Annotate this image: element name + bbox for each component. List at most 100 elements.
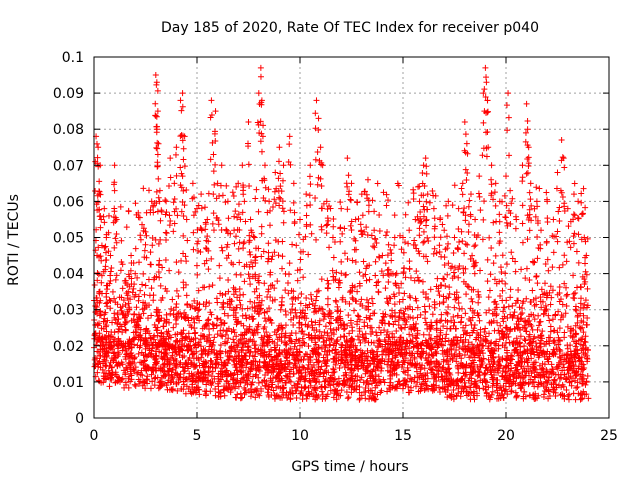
data-point <box>385 320 392 327</box>
data-point <box>258 148 265 155</box>
data-point <box>407 274 414 281</box>
data-point <box>542 280 549 287</box>
data-point <box>471 243 478 250</box>
data-point <box>385 197 392 204</box>
data-point <box>349 294 356 301</box>
data-point <box>307 202 314 209</box>
data-point <box>136 259 143 266</box>
data-point <box>217 316 224 323</box>
data-point <box>107 272 114 279</box>
data-point <box>373 279 380 286</box>
data-point <box>184 237 191 244</box>
data-point <box>178 132 185 139</box>
data-point <box>458 305 465 312</box>
data-point <box>180 145 187 152</box>
data-point <box>286 260 293 267</box>
data-point <box>444 310 451 317</box>
data-point <box>280 162 287 169</box>
data-point <box>330 223 337 230</box>
data-point <box>554 169 561 176</box>
data-point <box>210 210 217 217</box>
data-point <box>266 222 273 229</box>
data-point <box>97 312 104 319</box>
data-point <box>483 153 490 160</box>
data-point <box>488 162 495 169</box>
data-point <box>312 319 319 326</box>
data-point <box>436 242 443 249</box>
data-point <box>423 170 430 177</box>
data-point <box>219 192 226 199</box>
data-point <box>225 215 232 222</box>
data-point <box>496 229 503 236</box>
data-point <box>119 285 126 292</box>
data-point <box>383 202 390 209</box>
data-point <box>528 202 535 209</box>
data-point <box>225 312 232 319</box>
data-point <box>391 234 398 241</box>
data-point <box>563 292 570 299</box>
data-point <box>534 326 541 333</box>
data-point <box>366 315 373 322</box>
data-point <box>345 394 352 401</box>
data-point <box>496 357 503 364</box>
data-point <box>469 252 476 259</box>
data-point <box>340 333 347 340</box>
data-point <box>559 193 566 200</box>
data-point <box>189 180 196 187</box>
data-point <box>147 261 154 268</box>
data-point <box>241 239 248 246</box>
data-point <box>492 202 499 209</box>
data-point <box>556 217 563 224</box>
data-point <box>95 144 102 151</box>
data-point <box>155 175 162 182</box>
data-point <box>111 187 118 194</box>
data-point <box>205 266 212 273</box>
data-point <box>413 383 420 390</box>
data-point <box>575 198 582 205</box>
data-point <box>533 273 540 280</box>
data-point <box>276 144 283 151</box>
data-point <box>142 282 149 289</box>
data-point <box>391 242 398 249</box>
data-point <box>286 133 293 140</box>
data-point <box>431 234 438 241</box>
data-point <box>454 244 461 251</box>
data-point <box>246 248 253 255</box>
data-point <box>324 206 331 213</box>
data-point <box>508 388 515 395</box>
data-point <box>578 199 585 206</box>
data-point <box>543 239 550 246</box>
data-point <box>177 164 184 171</box>
data-point <box>443 331 450 338</box>
data-point <box>487 271 494 278</box>
data-point <box>384 270 391 277</box>
data-point <box>485 356 492 363</box>
data-point <box>292 330 299 337</box>
data-point <box>509 302 516 309</box>
data-point <box>165 183 172 190</box>
data-point <box>488 181 495 188</box>
data-point <box>125 208 132 215</box>
data-point <box>153 113 160 120</box>
data-point <box>572 396 579 403</box>
data-point <box>280 219 287 226</box>
data-point <box>555 208 562 215</box>
data-point <box>476 173 483 180</box>
data-point <box>137 287 144 294</box>
data-point <box>295 231 302 238</box>
data-point <box>465 203 472 210</box>
data-point <box>551 376 558 383</box>
data-point <box>201 284 208 291</box>
data-point <box>192 329 199 336</box>
data-point <box>497 293 504 300</box>
data-point <box>135 350 142 357</box>
data-point <box>191 319 198 326</box>
data-point <box>167 174 174 181</box>
data-point <box>117 203 124 210</box>
data-point <box>171 208 178 215</box>
data-point <box>410 315 417 322</box>
data-point <box>96 188 103 195</box>
data-point <box>141 291 148 298</box>
data-point <box>166 267 173 274</box>
data-point <box>301 340 308 347</box>
